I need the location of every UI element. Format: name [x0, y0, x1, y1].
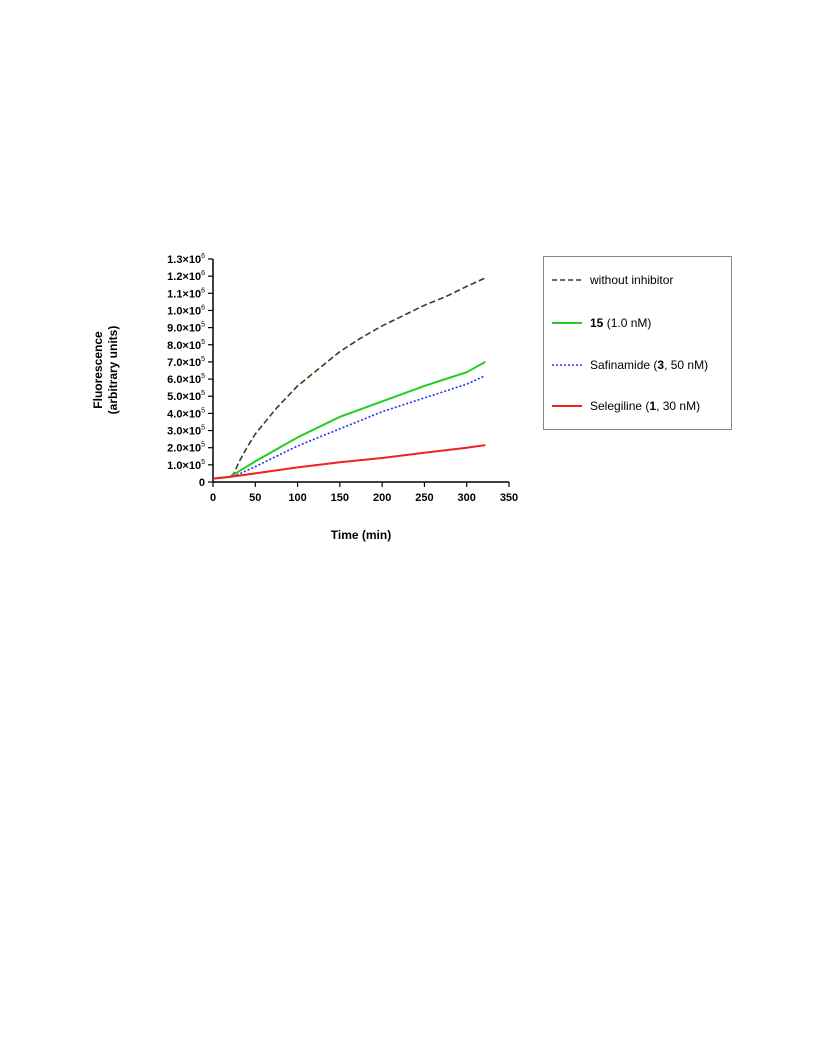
y-tick-label: 1.2×106 [167, 270, 205, 283]
x-tick-label: 300 [458, 492, 476, 504]
y-tick-label: 6.0×105 [167, 373, 205, 386]
legend-label-rest: , 30 nM) [656, 399, 701, 413]
series-line-15 [212, 361, 486, 480]
x-axis-label: Time (min) [331, 528, 391, 542]
legend-swatch-dashed-dark [552, 275, 582, 285]
legend-label-pre: Safinamide ( [590, 358, 658, 372]
x-tick-label: 50 [249, 492, 261, 504]
y-tick-label: 3.0×105 [167, 425, 205, 438]
legend-label: without inhibitor [590, 273, 674, 287]
y-tick-label: 0 [199, 477, 205, 489]
legend-swatch-blue-dotted [552, 360, 582, 370]
legend-swatch-red [552, 401, 582, 411]
legend-label-bold: 1 [649, 399, 657, 413]
y-axis-label-line2: (arbitrary units) [106, 326, 120, 415]
legend-label-rest: , 50 nM) [664, 358, 709, 372]
legend: without inhibitor 15 (1.0 nM) Safinamide… [543, 256, 732, 430]
legend-label-rest: (1.0 nM) [603, 316, 652, 330]
y-tick-label: 5.0×105 [167, 390, 205, 403]
y-tick-label: 8.0×105 [167, 339, 205, 352]
x-tick-label: 100 [288, 492, 306, 504]
legend-label-bold: 3 [657, 358, 665, 372]
y-axis-ticks: 0 1.0×105 2.0×105 3.0×105 4.0×105 5.0×105 6.0×… [167, 253, 213, 489]
legend-label-bold: 15 [590, 316, 604, 330]
y-tick-label: 1.0×105 [167, 459, 205, 472]
y-axis-label-line1: Fluorescence [91, 331, 105, 409]
x-axis-ticks: 0 50 100 150 200 250 300 350 [210, 482, 518, 504]
y-tick-label: 4.0×105 [167, 407, 205, 420]
y-tick-label: 1.1×106 [167, 287, 205, 300]
y-tick-label: 2.0×105 [167, 442, 205, 455]
x-tick-label: 150 [331, 492, 349, 504]
legend-entry-compound-15: 15 (1.0 nM) [552, 316, 651, 330]
series-line-selegiline [212, 444, 486, 480]
y-tick-label: 7.0×105 [167, 356, 205, 369]
y-tick-label: 1.0×106 [167, 304, 205, 317]
x-tick-label: 250 [415, 492, 433, 504]
legend-swatch-green [552, 318, 582, 328]
legend-entry-selegiline: Selegiline ( 1 , 30 nM) [552, 399, 700, 413]
y-tick-label: 9.0×105 [167, 322, 205, 335]
legend-entry-without-inhibitor: without inhibitor [552, 273, 673, 287]
x-tick-label: 0 [210, 492, 216, 504]
x-tick-label: 200 [373, 492, 391, 504]
series-line-without-inhibitor [212, 277, 486, 480]
legend-entry-safinamide: Safinamide ( 3 , 50 nM) [552, 358, 708, 372]
series-lines [212, 277, 486, 480]
legend-label-pre: Selegiline ( [590, 399, 650, 413]
y-tick-label: 1.3×106 [167, 253, 205, 266]
x-tick-label: 350 [500, 492, 518, 504]
